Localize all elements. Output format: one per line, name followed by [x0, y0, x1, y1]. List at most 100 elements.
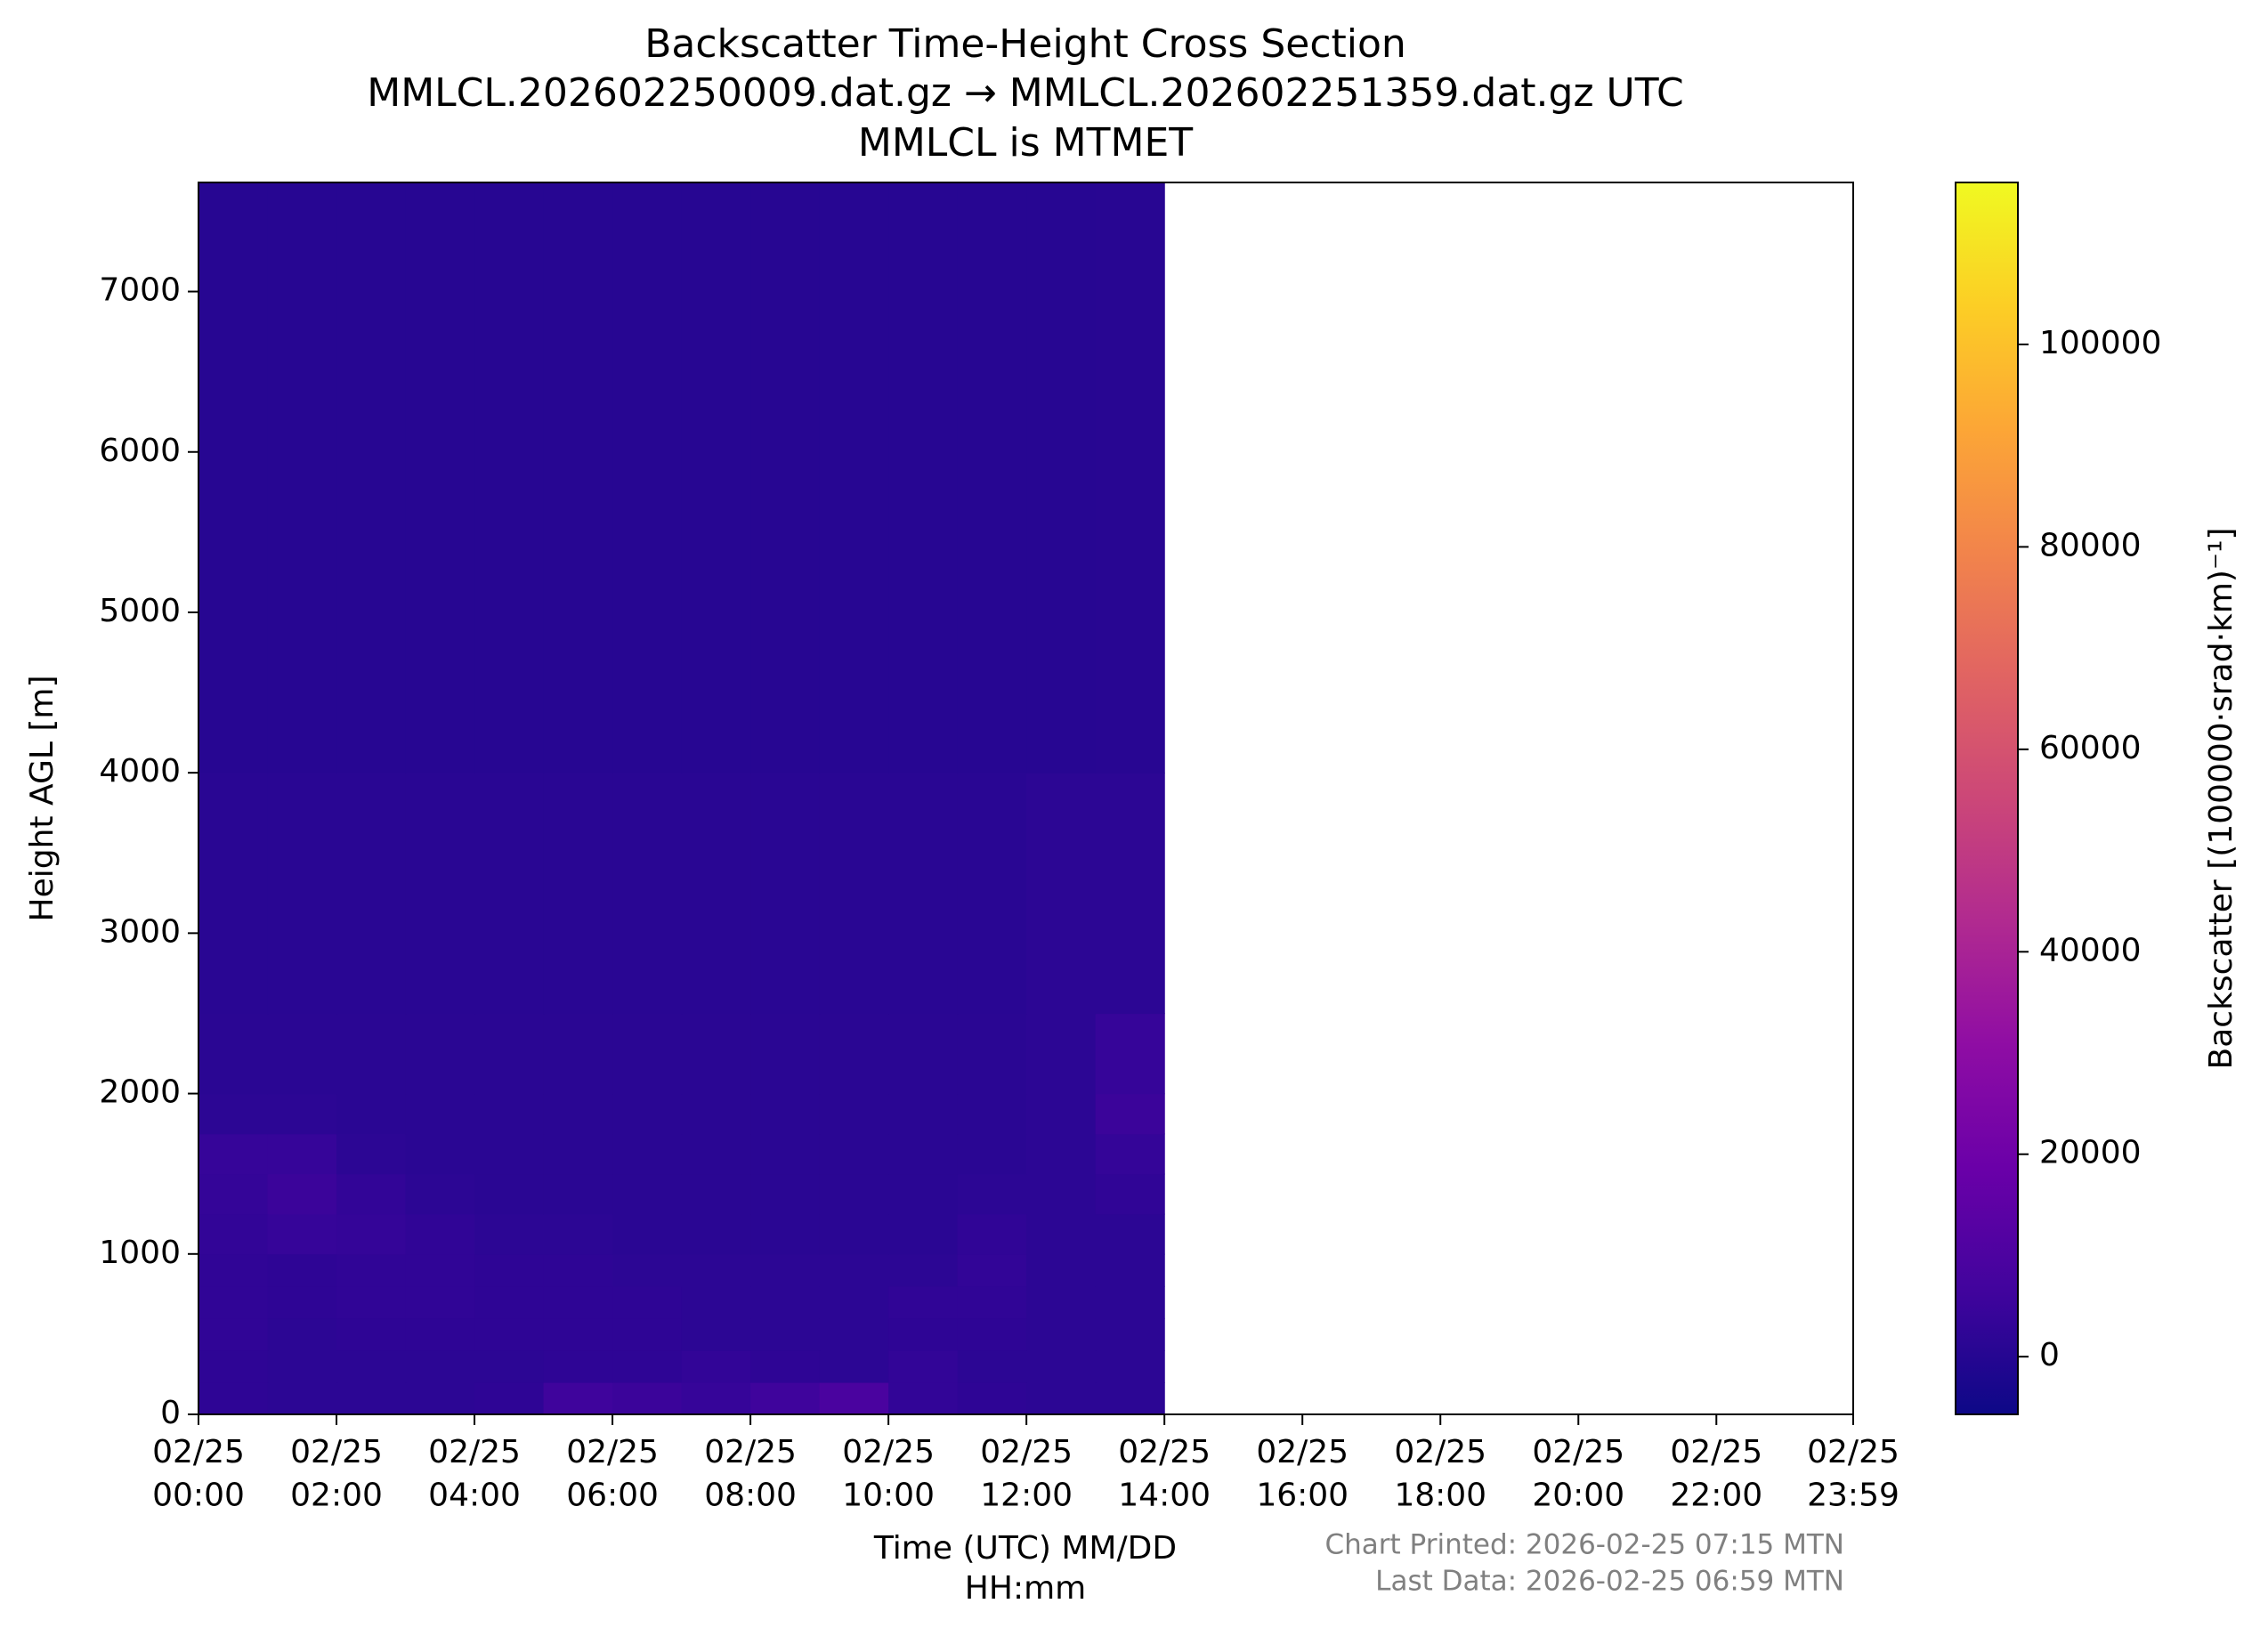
y-axis-label: Height AGL [m]	[24, 676, 61, 922]
heatmap-cell	[1095, 1173, 1165, 1215]
x-tick-label: 02/25 10:00	[842, 1434, 935, 1514]
heatmap-cell	[957, 1173, 1027, 1215]
heatmap-cell	[198, 1285, 269, 1319]
heatmap-cell	[336, 1173, 407, 1215]
heatmap-cell	[957, 1213, 1027, 1255]
heatmap-cell	[1026, 1381, 1097, 1415]
heatmap-cell	[1026, 1317, 1097, 1351]
heatmap-cell	[543, 1013, 613, 1095]
heatmap-cell	[1095, 1317, 1165, 1351]
heatmap-cell	[750, 773, 821, 1015]
heatmap-cell	[750, 1317, 821, 1351]
x-tick-label: 02/25 12:00	[980, 1434, 1073, 1514]
x-tick-label: 02/25 02:00	[290, 1434, 383, 1514]
heatmap-cell	[819, 1349, 889, 1383]
y-tick-label: 0	[160, 1395, 181, 1431]
y-tick-label: 1000	[99, 1235, 181, 1271]
heatmap-cell	[819, 1317, 889, 1351]
heatmap-cell	[750, 1173, 821, 1215]
heatmap-cell	[612, 1381, 683, 1415]
heatmap-cell	[198, 182, 269, 773]
heatmap-cell	[474, 1285, 545, 1319]
heatmap-cell	[957, 1381, 1027, 1415]
heatmap-cell	[819, 1133, 889, 1175]
heatmap-cell	[1095, 1093, 1165, 1135]
heatmap-cell	[681, 1013, 751, 1095]
heatmap-cell	[1095, 1381, 1165, 1415]
heatmap-cell	[1026, 1285, 1097, 1319]
heatmap-cell	[819, 1093, 889, 1135]
heatmap-cell	[474, 1133, 545, 1175]
heatmap-cell	[474, 182, 545, 773]
heatmap-cell	[198, 1093, 269, 1135]
chart-subtitle: MMLCL is MTMET	[858, 120, 1193, 166]
heatmap-cell	[750, 1013, 821, 1095]
heatmap-cell	[888, 1173, 959, 1215]
heatmap-cell	[267, 1285, 337, 1319]
heatmap-cell	[267, 1381, 337, 1415]
heatmap-cell	[405, 773, 475, 1015]
heatmap-cell	[1026, 1093, 1097, 1135]
heatmap-cell	[405, 1173, 475, 1215]
heatmap-cell	[336, 1093, 407, 1135]
heatmap-cell	[1026, 1213, 1097, 1255]
colorbar-tick-label: 20000	[2039, 1135, 2142, 1171]
heatmap-cell	[819, 773, 889, 1015]
heatmap-cell	[750, 1349, 821, 1383]
colorbar-tick-label: 80000	[2039, 527, 2142, 563]
heatmap-cell	[405, 1133, 475, 1175]
heatmap-cell	[888, 1133, 959, 1175]
heatmap-cell	[819, 1285, 889, 1319]
heatmap-cell	[750, 1133, 821, 1175]
heatmap-cell	[957, 1253, 1027, 1287]
heatmap-cell	[543, 773, 613, 1015]
x-axis-label: Time (UTC) MM/DD	[873, 1530, 1177, 1567]
colorbar	[1955, 182, 2019, 1415]
heatmap-cell	[405, 1213, 475, 1255]
heatmap-cell	[1095, 773, 1165, 1015]
x-tick-label: 02/25 16:00	[1256, 1434, 1349, 1514]
colorbar-tick-label: 40000	[2039, 932, 2142, 968]
heatmap-cell	[681, 1349, 751, 1383]
heatmap-cell	[267, 182, 337, 773]
heatmap-cell	[336, 773, 407, 1015]
heatmap-cell	[336, 1253, 407, 1287]
heatmap-cell	[681, 1213, 751, 1255]
colorbar-tick-label: 60000	[2039, 730, 2142, 766]
heatmap-cell	[267, 1173, 337, 1215]
heatmap-cell	[198, 1317, 269, 1351]
heatmap-cell	[888, 1093, 959, 1135]
heatmap-cell	[1026, 1133, 1097, 1175]
heatmap-cell	[888, 1285, 959, 1319]
x-tick-label: 02/25 14:00	[1118, 1434, 1211, 1514]
heatmap-cell	[336, 1133, 407, 1175]
y-tick-label: 7000	[99, 272, 181, 309]
heatmap-cell	[681, 773, 751, 1015]
heatmap-cell	[543, 182, 613, 773]
heatmap-cell	[474, 1381, 545, 1415]
heatmap-cell	[474, 1317, 545, 1351]
heatmap-cell	[819, 1213, 889, 1255]
heatmap-cell	[1095, 1349, 1165, 1383]
heatmap-cell	[888, 1253, 959, 1287]
heatmap-cell	[543, 1213, 613, 1255]
heatmap-cell	[750, 1285, 821, 1319]
x-tick-label: 02/25 20:00	[1532, 1434, 1624, 1514]
heatmap-cell	[267, 1133, 337, 1175]
x-tick-label: 02/25 23:59	[1807, 1434, 1899, 1514]
heatmap-cell	[1095, 1285, 1165, 1319]
heatmap-cell	[474, 1349, 545, 1383]
heatmap-cell	[1095, 1213, 1165, 1255]
heatmap-cell	[405, 1381, 475, 1415]
heatmap-cell	[267, 1317, 337, 1351]
heatmap-cell	[1095, 1133, 1165, 1175]
heatmap-cell	[405, 1253, 475, 1287]
colorbar-label: Backscatter [(100000·srad·km)⁻¹]	[2203, 528, 2240, 1070]
heatmap-cell	[612, 1093, 683, 1135]
heatmap-cell	[612, 1253, 683, 1287]
x-tick-label: 02/25 00:00	[152, 1434, 245, 1514]
heatmap-cell	[198, 1381, 269, 1415]
heatmap-cell	[612, 1317, 683, 1351]
heatmap-cell	[1095, 1013, 1165, 1095]
heatmap-cell	[405, 1317, 475, 1351]
